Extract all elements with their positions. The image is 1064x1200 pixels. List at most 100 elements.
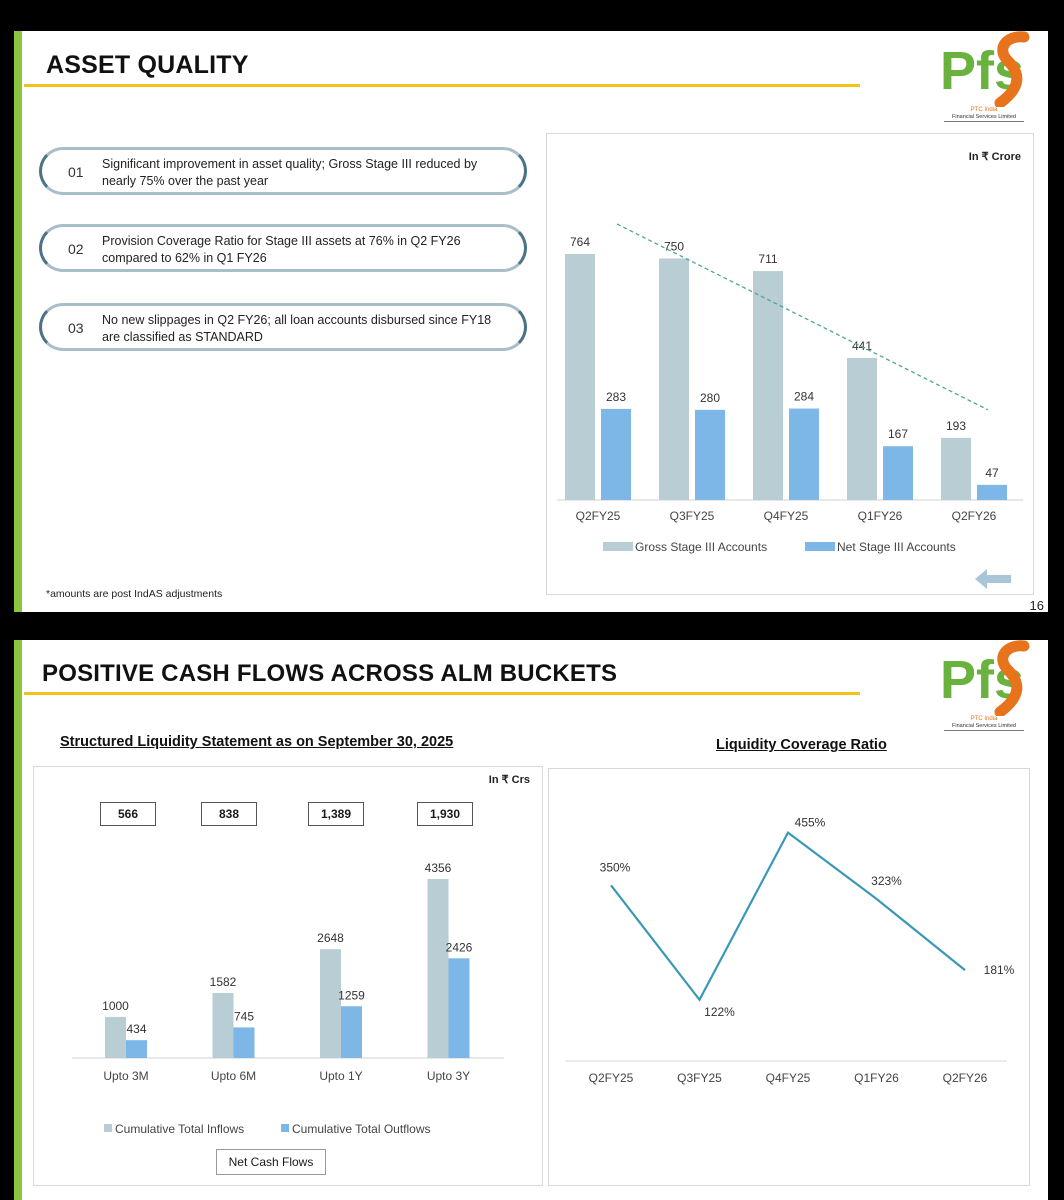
pfs-logo-mark: Pfs [940, 31, 1030, 109]
key-point-2: 02 Provision Coverage Ratio for Stage II… [39, 224, 527, 272]
legend-label-net: Net Stage III Accounts [837, 540, 956, 554]
key-point-text: No new slippages in Q2 FY26; all loan ac… [102, 313, 492, 344]
stage3-chart-panel: In ₹ Crore 764 283 Q2FY25 750 280 Q3FY25 711 28… [546, 133, 1034, 595]
net-cash-flows-legend: Net Cash Flows [216, 1149, 326, 1175]
key-point-number: 01 [68, 164, 84, 180]
x-tick-label: Upto 1Y [319, 1069, 362, 1083]
x-tick-label: Q3FY25 [670, 509, 715, 523]
company-logo: Pfs PTC India Financial Services Limited [936, 31, 1032, 123]
logo-line-2: Financial Services Limited [952, 114, 1016, 120]
data-label-lcr: 455% [795, 816, 826, 830]
title-underline [24, 84, 860, 87]
bar-net-stage3 [977, 484, 1007, 500]
slide-title: ASSET QUALITY [46, 51, 249, 79]
bar-gross-stage3 [659, 258, 689, 500]
key-point-number: 03 [68, 320, 84, 336]
net-cash-flow-box: 1,930 [417, 802, 473, 826]
net-cash-flow-box: 1,389 [308, 802, 364, 826]
bar-net-stage3 [695, 409, 725, 500]
x-tick-label: Q1FY26 [854, 1071, 899, 1085]
page-number: 16 [1029, 598, 1044, 613]
bar-inflows [320, 949, 341, 1058]
slide-cash-flows: POSITIVE CASH FLOWS ACROSS ALM BUCKETS P… [14, 640, 1048, 1200]
legend-label-inflows: Cumulative Total Inflows [115, 1122, 244, 1136]
bar-gross-stage3 [941, 437, 971, 500]
logo-line-1: PTC India [970, 107, 998, 113]
x-tick-label: Q4FY25 [764, 509, 809, 523]
company-logo: Pfs PTC India Financial Services Limited [936, 640, 1032, 732]
data-label-gross: 441 [852, 339, 872, 353]
data-label-net: 167 [888, 427, 908, 441]
bar-inflows [212, 992, 234, 1058]
data-label-gross: 193 [946, 419, 966, 433]
data-label-outflows: 1259 [338, 988, 365, 1002]
x-tick-label: Upto 6M [211, 1069, 256, 1083]
unit-label: In ₹ Crore [968, 151, 1021, 163]
data-label-outflows: 2426 [446, 940, 473, 954]
data-label-net: 284 [794, 390, 814, 404]
x-tick-label: Upto 3M [103, 1069, 148, 1083]
data-label-gross: 750 [664, 240, 684, 254]
data-label-gross: 764 [570, 235, 590, 249]
key-point-text: Provision Coverage Ratio for Stage III a… [102, 234, 461, 265]
legend-label-gross: Gross Stage III Accounts [635, 540, 767, 554]
x-tick-label: Q2FY26 [952, 509, 997, 523]
logo-divider [944, 121, 1024, 122]
trend-line [616, 223, 989, 411]
pfs-logo-mark: Pfs [940, 640, 1030, 718]
data-label-inflows: 4356 [425, 861, 452, 875]
liquidity-chart-panel: In ₹ Crs 566 838 1,389 1,930 1000 434 Upto… [33, 766, 543, 1186]
bar-outflows [341, 1006, 362, 1058]
arrow-left-icon [975, 569, 1011, 589]
x-tick-label: Q4FY25 [766, 1071, 811, 1085]
x-tick-label: Q2FY26 [943, 1071, 988, 1085]
side-accent-bar [14, 640, 22, 1200]
data-label-net: 283 [606, 390, 626, 404]
data-label-inflows: 2648 [317, 931, 344, 945]
slide-asset-quality: ASSET QUALITY Pfs PTC India Financial Se… [14, 31, 1048, 613]
bar-gross-stage3 [847, 358, 877, 500]
bar-net-stage3 [789, 408, 819, 500]
bar-net-stage3 [883, 446, 913, 500]
logo-line-1: PTC India [970, 716, 998, 722]
net-cash-flow-box: 838 [201, 802, 257, 826]
x-tick-label: Q2FY25 [589, 1071, 634, 1085]
data-label-outflows: 745 [234, 1009, 254, 1023]
legend-swatch-gross [603, 542, 633, 551]
unit-label: In ₹ Crs [488, 774, 530, 786]
bar-net-stage3 [601, 408, 631, 500]
x-tick-label: Upto 3Y [427, 1069, 470, 1083]
x-tick-label: Q1FY26 [858, 509, 903, 523]
net-cash-flow-box: 566 [100, 802, 156, 826]
title-underline [24, 692, 860, 695]
data-label-inflows: 1582 [210, 975, 237, 989]
key-point-1: 01 Significant improvement in asset qual… [39, 147, 527, 195]
logo-swoosh [994, 640, 1030, 718]
legend-swatch-outflows [281, 1124, 289, 1132]
data-label-inflows: 1000 [102, 999, 129, 1013]
slide-title: POSITIVE CASH FLOWS ACROSS ALM BUCKETS [42, 660, 618, 687]
lcr-chart-panel: 350% Q2FY25 122% Q3FY25 455% Q4FY25 323% Q1FY26… [548, 768, 1030, 1186]
x-tick-label: Q2FY25 [576, 509, 621, 523]
bar-inflows [427, 879, 449, 1058]
stage3-bar-chart: 764 283 Q2FY25 750 280 Q3FY25 711 284 Q4FY25 441 1… [557, 223, 1023, 589]
key-point-text: Significant improvement in asset quality… [102, 157, 478, 188]
bar-inflows [105, 1016, 126, 1058]
bar-gross-stage3 [753, 271, 783, 500]
x-tick-label: Q3FY25 [677, 1071, 722, 1085]
logo-swoosh [994, 31, 1030, 109]
side-accent-bar [14, 31, 22, 612]
data-label-net: 47 [985, 466, 999, 480]
lcr-series-line [610, 830, 966, 1002]
data-label-lcr: 122% [704, 1005, 735, 1019]
data-label-outflows: 434 [126, 1022, 146, 1036]
footnote: *amounts are post IndAS adjustments [46, 588, 223, 600]
data-label-lcr: 350% [600, 860, 631, 874]
liquidity-bar-chart: 1000 434 Upto 3M 1582 745 Upto 6M 2648 1259 Upto… [72, 861, 504, 1136]
bar-outflows [126, 1040, 147, 1058]
logo-line-2: Financial Services Limited [952, 723, 1016, 729]
lcr-heading: Liquidity Coverage Ratio [716, 737, 887, 753]
data-label-lcr: 323% [871, 874, 902, 888]
data-label-lcr: 181% [984, 963, 1015, 977]
legend-swatch-net [805, 542, 835, 551]
